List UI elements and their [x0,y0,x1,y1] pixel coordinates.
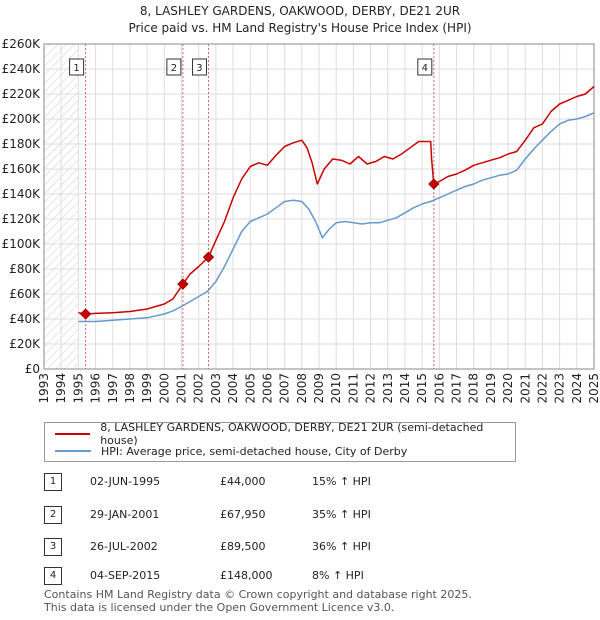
x-tick-label: 2013 [381,373,395,404]
transaction-label-box [166,58,182,76]
table-row: 2 29-JAN-2001 £67,950 35% ↑ HPI [44,506,404,524]
x-tick-label: 1993 [37,373,51,404]
chart-subtitle: Price paid vs. HM Land Registry's House … [128,21,472,35]
transaction-label: 4 [422,63,428,74]
y-tick-label: £260K [2,37,42,51]
legend: 8, LASHLEY GARDENS, OAKWOOD, DERBY, DE21… [44,421,516,462]
legend-item-hpi: HPI: Average price, semi-detached house,… [45,443,407,459]
transaction-hpi: 35% ↑ HPI [312,508,371,521]
x-tick-label: 2017 [450,373,464,404]
transaction-point [79,308,92,320]
x-tick-label: 2012 [364,373,378,404]
legend-label-property: 8, LASHLEY GARDENS, OAKWOOD, DERBY, DE21… [100,421,484,447]
y-tick-label: £40K [9,312,41,326]
x-tick-label: 2018 [467,373,481,404]
x-tick-label: 2006 [260,373,274,404]
y-tick-label: £200K [2,112,42,126]
x-tick-label: 2000 [157,373,171,404]
x-tick-label: 1998 [123,373,137,404]
transaction-hpi: 36% ↑ HPI [312,540,371,553]
x-tick-label: 2009 [312,373,326,404]
footer-copyright: Contains HM Land Registry data © Crown c… [44,588,472,601]
transaction-hpi: 15% ↑ HPI [312,475,371,488]
transaction-price: £148,000 [220,569,273,582]
transaction-label: 2 [171,63,177,74]
y-tick-label: £0 [25,362,40,376]
transaction-label: 3 [196,63,202,74]
transaction-point [177,278,189,290]
y-tick-label: £240K [2,62,42,76]
transaction-date: 29-JAN-2001 [90,508,160,521]
legend-swatch-property [55,433,91,435]
chart-title: 8, LASHLEY GARDENS, OAKWOOD, DERBY, DE21… [139,4,461,18]
x-tick-label: 1994 [54,373,68,404]
x-tick-label: 2022 [535,373,549,404]
transaction-number: 4 [44,567,62,585]
transaction-hpi: 8% ↑ HPI [312,569,364,582]
x-tick-label: 2014 [398,373,412,404]
x-tick-label: 2008 [295,373,309,404]
plot-frame [43,43,595,370]
x-tick-label: 2016 [432,373,446,404]
y-tick-label: £80K [9,262,41,276]
transaction-label-box [191,58,207,76]
x-tick-label: 2010 [329,373,343,404]
x-tick-label: 2005 [243,373,257,404]
transaction-label-box [417,58,433,76]
x-tick-label: 2020 [501,373,515,404]
transaction-number: 2 [44,506,62,524]
y-tick-label: £140K [2,187,42,201]
legend-label-hpi: HPI: Average price, semi-detached house,… [101,444,408,458]
y-tick-label: £220K [2,87,42,101]
legend-swatch-hpi [55,450,91,452]
transaction-date: 26-JUL-2002 [90,540,158,553]
x-tick-label: 2001 [175,373,189,404]
transaction-point [428,178,440,190]
x-tick-label: 1999 [140,373,154,404]
x-tick-label: 2011 [346,373,360,404]
x-tick-label: 2003 [209,373,223,404]
x-tick-label: 2023 [553,373,567,404]
transaction-number: 3 [44,538,62,556]
y-tick-label: £120K [2,212,42,226]
property-price-line [78,85,595,315]
x-tick-label: 1996 [89,373,103,404]
transaction-point [202,251,215,263]
hpi-line [78,112,595,323]
transaction-date: 04-SEP-2015 [90,569,161,582]
y-tick-label: £180K [2,137,42,151]
x-tick-label: 2015 [415,373,429,404]
x-tick-label: 2025 [587,373,600,404]
y-tick-label: £100K [2,237,42,251]
transaction-label-box [69,58,85,76]
x-tick-label: 2004 [226,373,240,404]
y-tick-label: £20K [9,337,41,351]
footer-licence: This data is licensed under the Open Gov… [44,601,395,614]
x-tick-label: 1997 [106,373,120,404]
transaction-price: £89,500 [220,540,266,553]
x-tick-label: 2024 [570,373,584,404]
table-row: 3 26-JUL-2002 £89,500 36% ↑ HPI [44,538,404,556]
transaction-label: 1 [73,63,79,74]
x-tick-label: 2002 [192,373,206,404]
transaction-price: £67,950 [220,508,266,521]
transaction-price: £44,000 [220,475,266,488]
table-row: 1 02-JUN-1995 £44,000 15% ↑ HPI [44,473,404,491]
x-tick-label: 2019 [484,373,498,404]
table-row: 4 04-SEP-2015 £148,000 8% ↑ HPI [44,567,404,585]
transaction-date: 02-JUN-1995 [90,475,161,488]
x-tick-label: 2021 [518,373,532,404]
transaction-number: 1 [44,473,62,491]
x-tick-label: 2007 [278,373,292,404]
x-tick-label: 1995 [71,373,85,404]
y-tick-label: £160K [2,162,42,176]
chart-area: £0 £20K £40K £60K £80K £100K £120K £140K £160K £1… [2,37,600,404]
y-tick-label: £60K [9,287,41,301]
legend-item-property: 8, LASHLEY GARDENS, OAKWOOD, DERBY, DE21… [45,421,515,447]
